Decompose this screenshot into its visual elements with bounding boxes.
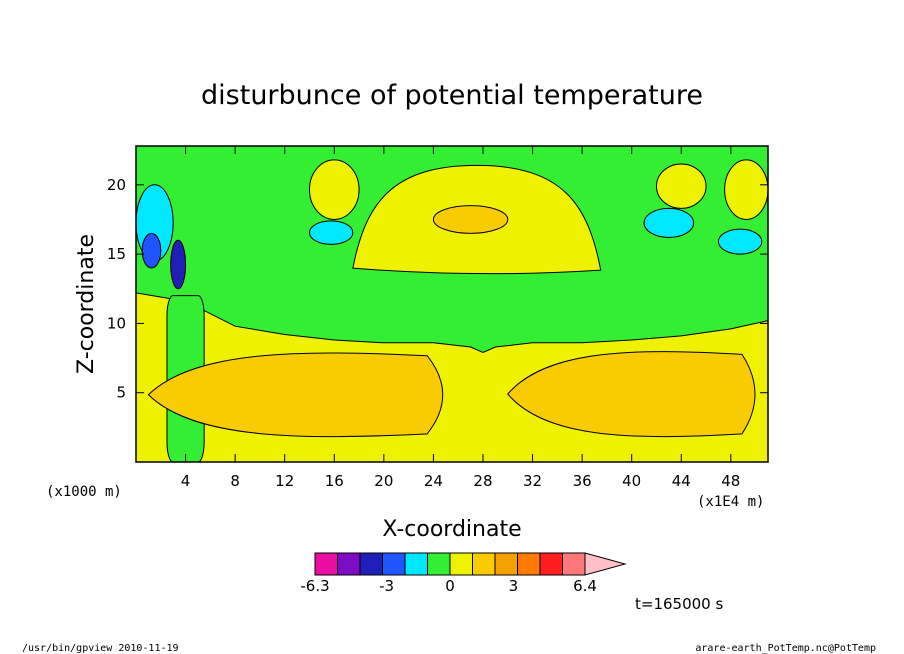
- contour-region-4: [507, 351, 756, 438]
- colorbar-box-12: [562, 552, 586, 576]
- contour-region-7: [655, 163, 707, 209]
- colorbar-box-9: [494, 552, 518, 576]
- colorbar-label: 6.4: [573, 577, 597, 595]
- x-tick-label: 4: [181, 472, 191, 490]
- colorbar-label: -6.3: [300, 577, 329, 595]
- y-unit-label: (x1000 m): [46, 484, 122, 500]
- y-tick-label: 10: [107, 314, 126, 332]
- contour-region-15: [170, 239, 187, 290]
- y-axis-label: Z-coordinate: [74, 234, 99, 374]
- footer-left: /usr/bin/gpview 2010-11-19: [22, 643, 179, 654]
- footer-right: arare-earth_PotTemp.nc@PotTemp: [695, 643, 876, 654]
- colorbar-box-6: [427, 552, 451, 576]
- colorbar-box-7: [449, 552, 473, 576]
- time-label: t=165000 s: [635, 595, 723, 613]
- x-tick-label: 20: [374, 472, 393, 490]
- colorbar-box-2: [337, 552, 361, 576]
- colorbar-box-5: [404, 552, 428, 576]
- contour-region-11: [643, 207, 695, 238]
- y-tick-label: 15: [107, 245, 126, 263]
- contour-region-8: [724, 159, 768, 220]
- colorbar-label: -3: [379, 577, 394, 595]
- contour-region-9: [432, 205, 509, 234]
- x-tick-label: 28: [473, 472, 492, 490]
- x-tick-label: 16: [325, 472, 344, 490]
- colorbar-box-8: [472, 552, 496, 576]
- colorbar-box-3: [359, 552, 383, 576]
- x-tick-label: 24: [424, 472, 443, 490]
- contour-region-3: [147, 352, 444, 438]
- x-tick-label: 12: [275, 472, 294, 490]
- x-tick-label: 40: [622, 472, 641, 490]
- x-tick-label: 48: [721, 472, 740, 490]
- y-tick-label: 5: [116, 384, 126, 402]
- x-axis: 4 8 12 16 20 24 28 32 36 40 44 48: [181, 146, 740, 490]
- colorbar-box-1: [314, 552, 338, 576]
- colorbar-box-11: [539, 552, 563, 576]
- colorbar-box-4: [382, 552, 406, 576]
- contour-region-10: [308, 220, 354, 245]
- contour-region-12: [717, 228, 763, 255]
- colorbar-box-10: [517, 552, 541, 576]
- colorbar: -6.3 -3 0 3 6.4: [300, 552, 627, 595]
- x-tick-label: 44: [672, 472, 691, 490]
- contour-region-14: [141, 232, 162, 269]
- colorbar-label: 3: [509, 577, 519, 595]
- x-tick-label: 32: [523, 472, 542, 490]
- colorbar-overflow-arrow: [584, 552, 627, 576]
- chart-title: disturbunce of potential temperature: [201, 80, 703, 111]
- plot-frame: [135, 145, 769, 463]
- y-axis: 5 10 15 20: [107, 176, 768, 402]
- plot-area: [136, 146, 768, 462]
- y-tick-label: 20: [107, 176, 126, 194]
- x-axis-label: X-coordinate: [382, 517, 521, 542]
- x-tick-label: 8: [230, 472, 240, 490]
- x-unit-label: (x1E4 m): [697, 494, 764, 510]
- colorbar-label: 0: [445, 577, 455, 595]
- contour-region-6: [308, 159, 360, 220]
- x-tick-label: 36: [573, 472, 592, 490]
